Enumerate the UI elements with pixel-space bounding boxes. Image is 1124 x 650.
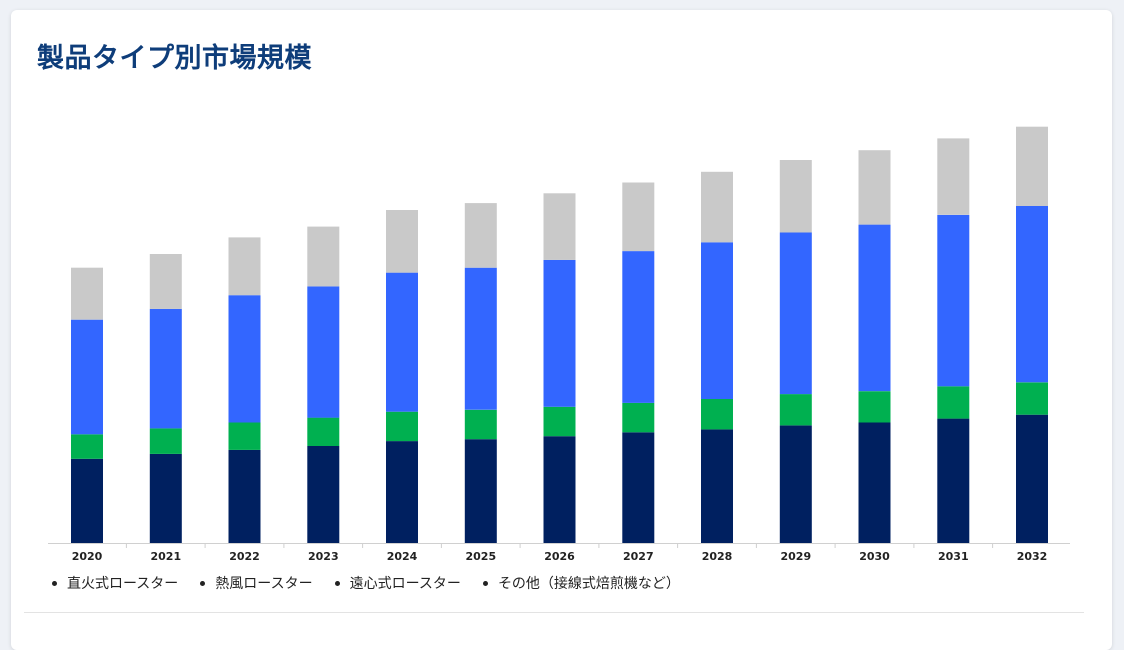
legend-label: 遠心式ロースター [349, 576, 461, 592]
bar-segment-2027-series-2 [622, 251, 655, 403]
x-tick-label-2030: 2030 [859, 550, 890, 563]
stacked-bar-chart: 2020 2021 2022 2023 2024 2025 2026 2027 2028 2029… [48, 126, 1070, 563]
legend-label: 直火式ロースター [67, 576, 179, 592]
x-tick-label-2028: 2028 [702, 550, 733, 563]
bar-segment-2022-series-1 [228, 422, 261, 450]
bar-segment-2023-series-0 [307, 446, 340, 543]
legend-label: その他（接線式焙煎機など） [497, 576, 680, 592]
bar-segment-2024-series-1 [386, 411, 418, 442]
bar-segment-2023-series-1 [307, 417, 340, 446]
bar-segment-2021-series-3 [149, 254, 182, 309]
bar-segment-2031-series-0 [937, 418, 970, 543]
x-tick-label-2021: 2021 [150, 550, 181, 563]
bar-segment-2030-series-2 [858, 224, 891, 392]
bar-segment-2030-series-1 [858, 391, 891, 423]
bar-segment-2028-series-0 [701, 429, 733, 543]
bar-segment-2032-series-1 [1016, 382, 1048, 415]
bar-segment-2030-series-0 [858, 422, 891, 543]
legend-item-hot-air: 熱風ロースター [200, 573, 313, 593]
bar-segment-2021-series-2 [149, 308, 182, 429]
bar-segment-2029-series-3 [779, 160, 812, 233]
bar-segment-2026-series-0 [543, 436, 576, 543]
legend-item-other: その他（接線式焙煎機など） [482, 573, 680, 593]
bar-segment-2026-series-3 [543, 193, 576, 260]
x-tick-label-2032: 2032 [1017, 550, 1048, 563]
bar-segment-2029-series-2 [779, 232, 812, 395]
x-tick-label-2024: 2024 [387, 550, 418, 563]
x-tick-label-2022: 2022 [229, 550, 260, 563]
bar-segment-2030-series-3 [858, 150, 891, 225]
bar-segment-2025-series-1 [464, 409, 497, 440]
legend-item-centrifugal: 遠心式ロースター [334, 573, 461, 593]
bar-segment-2032-series-2 [1016, 206, 1048, 383]
bar-segment-2020-series-2 [71, 319, 103, 435]
bar-segment-2021-series-0 [149, 453, 182, 543]
x-tick-label-2026: 2026 [544, 550, 575, 563]
bar-segment-2031-series-1 [937, 386, 970, 419]
legend-bullet-icon [52, 580, 57, 586]
bar-segment-2028-series-2 [701, 242, 733, 399]
bar-segment-2028-series-1 [701, 399, 733, 430]
bar-segment-2032-series-3 [1016, 126, 1048, 206]
legend-bullet-icon [334, 580, 340, 586]
legend-label: 熱風ロースター [215, 576, 313, 592]
bar-segment-2027-series-0 [622, 432, 655, 543]
bar-segment-2020-series-3 [71, 267, 103, 320]
bar-segment-2027-series-1 [622, 402, 655, 433]
bar-segment-2023-series-3 [307, 226, 340, 287]
legend-bullet-icon [200, 580, 206, 586]
bar-segment-2028-series-3 [701, 171, 733, 243]
x-tick-label-2020: 2020 [72, 550, 103, 563]
x-tick-label-2027: 2027 [623, 550, 654, 563]
bar-segment-2025-series-0 [464, 439, 497, 543]
bar-segment-2024-series-0 [386, 441, 418, 543]
bar-segment-2024-series-3 [386, 210, 418, 273]
bar-segment-2032-series-0 [1016, 414, 1048, 543]
bar-segment-2029-series-1 [779, 394, 812, 426]
bar-segment-2021-series-1 [149, 428, 182, 454]
bar-segment-2024-series-2 [386, 272, 418, 412]
bar-segment-2031-series-2 [937, 214, 970, 387]
x-tick-label-2029: 2029 [780, 550, 811, 563]
bar-segment-2022-series-2 [228, 295, 261, 423]
bar-segment-2029-series-0 [779, 425, 812, 543]
bar-segment-2022-series-3 [228, 237, 261, 296]
chart-legend: 直火式ロースター 熱風ロースター 遠心式ロースター その他（接線式焙煎機など） [52, 573, 680, 593]
bar-segment-2020-series-0 [71, 458, 103, 543]
x-tick-label-2023: 2023 [308, 550, 339, 563]
bar-segment-2031-series-3 [937, 138, 970, 215]
bar-segment-2025-series-2 [464, 267, 497, 410]
bar-segment-2027-series-3 [622, 182, 655, 252]
legend-bullet-icon [482, 580, 488, 586]
legend-item-direct-fire: 直火式ロースター [52, 573, 178, 593]
bottom-divider [24, 612, 1084, 613]
bar-segment-2026-series-2 [543, 259, 576, 407]
bar-segment-2026-series-1 [543, 406, 576, 437]
bar-segment-2023-series-2 [307, 286, 340, 418]
bar-segment-2025-series-3 [464, 203, 497, 268]
page-title: 製品タイプ別市場規模 [37, 43, 312, 74]
x-tick-label-2031: 2031 [938, 550, 969, 563]
bar-segment-2020-series-1 [71, 434, 103, 459]
bar-segment-2022-series-0 [228, 449, 261, 543]
x-tick-label-2025: 2025 [465, 550, 496, 563]
